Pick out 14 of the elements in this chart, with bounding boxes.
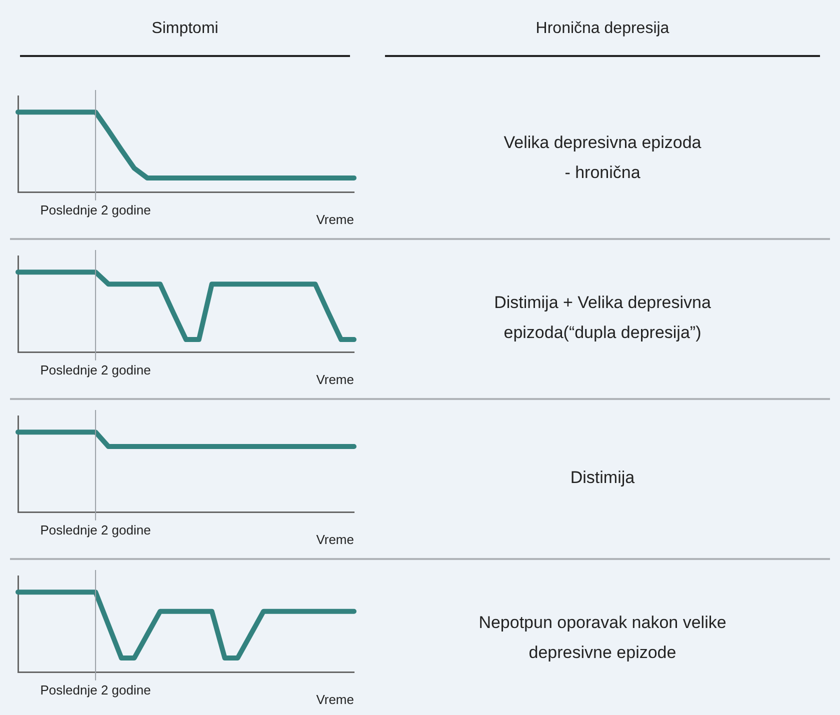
text: Velika depresivna epizoda - hronična [504,132,702,184]
text: Hronična depresija [534,20,670,38]
text: Distimija + Velika depresivna epizoda(“dupla depresija”) [494,292,711,344]
x-axis-title: Vreme [316,532,354,547]
text: Poslednje 2 godine [40,682,151,698]
text: Poslednje 2 godine [40,362,151,378]
text: Distimija [570,467,635,489]
x-axis-title: Vreme [316,212,354,227]
text: Nepotpun oporavak nakon velike depresivne epizode [478,612,726,664]
text: Poslednje 2 godine [40,522,151,538]
text: Simptomi [150,20,220,38]
text: Poslednje 2 godine [40,202,151,218]
x-axis-title: Vreme [316,372,354,387]
x-axis-title: Vreme [316,692,354,707]
